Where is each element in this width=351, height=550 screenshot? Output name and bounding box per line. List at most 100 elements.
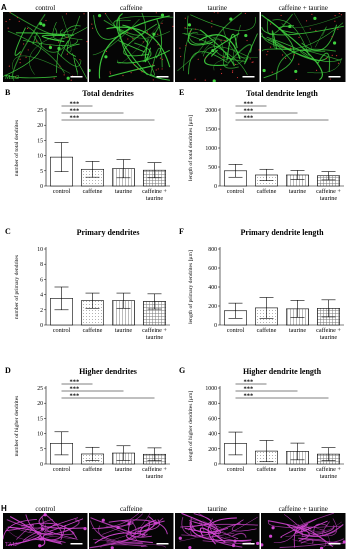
nucleus-dot xyxy=(184,26,186,29)
nucleus-dot xyxy=(161,58,164,61)
neurite xyxy=(188,51,228,75)
y-tick-label: 200 xyxy=(208,447,217,453)
x-tick-label: caffeine + taurine xyxy=(142,327,167,341)
nucleus-dot xyxy=(66,36,68,38)
neurite xyxy=(118,17,170,81)
micrograph: Map2 xyxy=(3,12,88,82)
soma xyxy=(89,68,91,73)
neurite xyxy=(3,519,37,540)
soma xyxy=(288,24,292,29)
neurite xyxy=(222,27,247,60)
neurite xyxy=(202,46,250,58)
soma xyxy=(66,76,70,80)
error-bar xyxy=(85,161,100,178)
neurite xyxy=(14,27,26,56)
neurite xyxy=(272,19,310,57)
significance-label: *** xyxy=(244,393,254,400)
nucleus-dot xyxy=(194,78,196,80)
neurite xyxy=(322,521,337,536)
nucleus-dot xyxy=(8,65,10,67)
y-tick-label: 10 xyxy=(37,432,43,438)
neurite xyxy=(181,513,218,536)
neurite xyxy=(73,58,88,79)
y-tick-label: 400 xyxy=(208,432,217,438)
significance-label: *** xyxy=(70,393,80,400)
neurite xyxy=(41,34,66,43)
nucleus-dot xyxy=(334,14,336,17)
neurite xyxy=(52,21,88,40)
nucleus-dot xyxy=(70,79,72,81)
neurite xyxy=(90,520,143,544)
nucleus-dot xyxy=(309,28,311,30)
neurite xyxy=(98,15,170,79)
nucleus-dot xyxy=(337,62,340,64)
soma xyxy=(271,526,275,530)
micrograph xyxy=(261,12,346,82)
soma xyxy=(187,23,192,27)
soma xyxy=(127,522,131,526)
nucleus-dot xyxy=(267,50,269,53)
neurite xyxy=(204,33,240,67)
error-bar xyxy=(259,297,274,319)
significance-label: *** xyxy=(70,115,80,122)
neurite xyxy=(106,526,142,542)
micrograph xyxy=(175,513,260,549)
nucleus-dot xyxy=(293,54,295,56)
nucleus-dot xyxy=(220,72,223,75)
chart: F Primary dendrite length length of primar… xyxy=(179,227,344,329)
nucleus-dot xyxy=(22,43,25,45)
nucleus-dot xyxy=(16,16,19,19)
soma xyxy=(42,23,46,27)
neurite xyxy=(13,524,46,534)
soma xyxy=(48,45,53,50)
neurite xyxy=(60,15,72,53)
image-label: caffeine xyxy=(120,505,143,513)
y-tick-label: 10 xyxy=(37,154,43,160)
y-tick-label: 6 xyxy=(40,277,43,283)
nucleus-dot xyxy=(185,44,187,47)
micrograph: TAU xyxy=(3,513,88,549)
soma xyxy=(104,55,108,59)
neurite xyxy=(5,523,33,532)
error-bar xyxy=(147,447,162,461)
y-tick-label: 200 xyxy=(208,304,217,310)
neurite xyxy=(57,52,82,67)
y-tick-label: 0 xyxy=(214,323,217,329)
soma xyxy=(256,541,260,546)
chart-title: Higher dendrites xyxy=(79,367,137,376)
nucleus-dot xyxy=(86,40,88,43)
y-tick-label: 0 xyxy=(214,462,217,468)
nucleus-dot xyxy=(161,22,163,25)
nucleus-dot xyxy=(315,29,317,32)
scale-bar xyxy=(328,76,341,78)
neurite xyxy=(201,39,224,57)
y-axis-label: number of total dendrites xyxy=(13,120,20,176)
nucleus-dot xyxy=(91,27,94,29)
micrograph xyxy=(89,513,174,549)
soma xyxy=(38,544,42,548)
y-tick-label: 4 xyxy=(40,293,43,299)
neurite xyxy=(15,532,41,547)
error-bar xyxy=(147,293,162,310)
significance-label: *** xyxy=(244,115,254,122)
soma xyxy=(233,539,237,543)
x-tick-label: taurine xyxy=(288,466,307,473)
neurite xyxy=(92,18,140,56)
nucleus-dot xyxy=(295,78,297,81)
neurite xyxy=(108,64,155,78)
neurite xyxy=(301,525,335,538)
nucleus-dot xyxy=(211,26,213,28)
chart-title: Primary dendrite length xyxy=(240,228,324,237)
nucleus-dot xyxy=(180,55,182,58)
neurite xyxy=(35,524,79,540)
neurite xyxy=(155,19,163,59)
x-tick-label: caffeine + taurine xyxy=(142,188,167,202)
x-tick-label: caffeine + taurine xyxy=(316,466,341,480)
x-tick-label: taurine xyxy=(288,188,307,195)
y-tick-label: 800 xyxy=(208,247,217,253)
nucleus-dot xyxy=(211,20,213,22)
y-axis-label: number of primary dendrites xyxy=(13,255,20,319)
x-tick-label: caffeine + taurine xyxy=(316,188,341,202)
neurite xyxy=(180,513,212,528)
nucleus-dot xyxy=(271,71,273,73)
